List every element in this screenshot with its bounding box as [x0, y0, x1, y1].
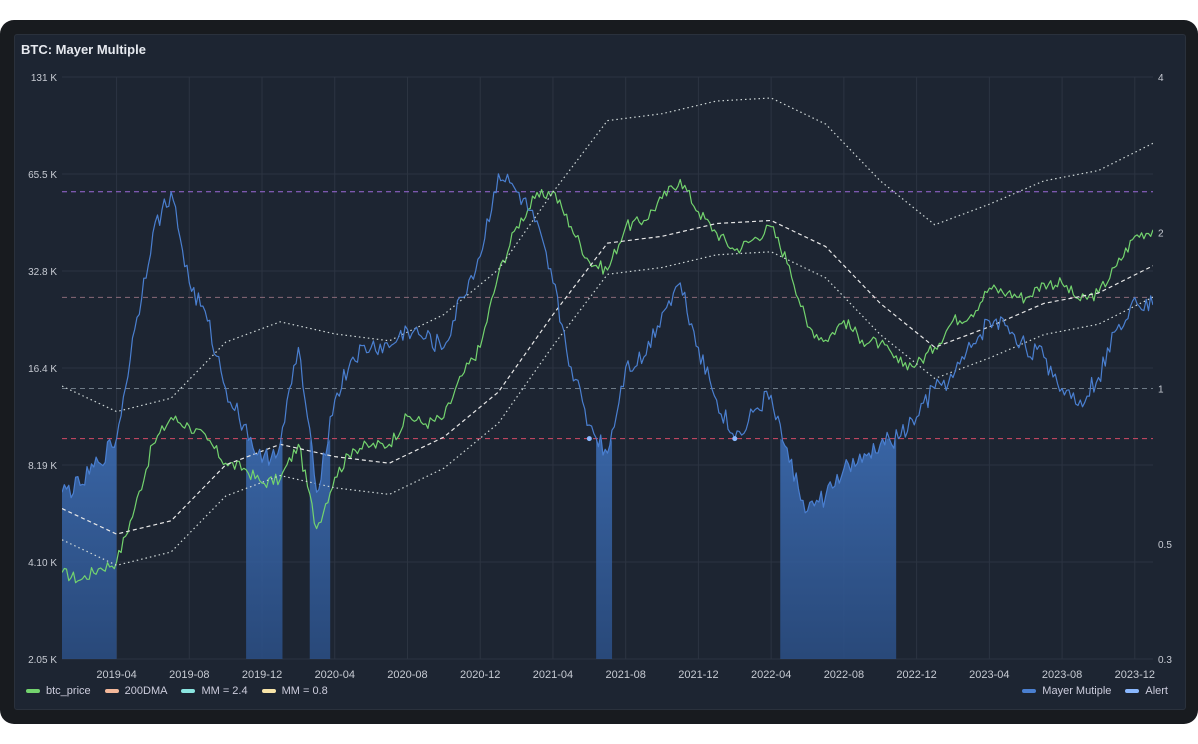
series-line-btc-price	[62, 178, 1153, 584]
legend-left: btc_price 200DMA MM = 2.4 MM = 0.8	[26, 683, 342, 699]
legend-item-btc-price[interactable]: btc_price	[26, 685, 91, 697]
panel-title: BTC: Mayer Multiple	[21, 42, 146, 57]
series-line-mayer-mutiple	[62, 173, 1153, 514]
x-tick-label: 2021-12	[678, 669, 718, 681]
x-axis-labels: 2019-04 2019-08 2019-12 2020-04 2020-08 2020-…	[96, 669, 1155, 681]
y-left-tick-label: 2.05 K	[28, 655, 57, 666]
x-tick-label: 2019-12	[242, 669, 282, 681]
y-right-tick-label: 2	[1158, 229, 1164, 240]
legend-label: MM = 2.4	[201, 685, 248, 697]
x-tick-label: 2020-04	[315, 669, 355, 681]
legend-label: Alert	[1145, 685, 1168, 697]
legend-item-mayer-multiple[interactable]: Mayer Mutiple	[1022, 685, 1111, 697]
alert-point	[586, 436, 592, 442]
x-tick-label: 2022-08	[824, 669, 864, 681]
legend-item-mm-0-8[interactable]: MM = 0.8	[261, 685, 328, 697]
series-group	[62, 97, 1153, 584]
legend-item-mm-2-4[interactable]: MM = 2.4	[181, 685, 248, 697]
y-left-tick-label: 32.8 K	[28, 267, 57, 278]
legend-swatch	[104, 689, 119, 693]
y-right-tick-label: 0.5	[1158, 540, 1172, 551]
mayer-multiple-alert-fill	[62, 438, 897, 659]
series-line-200dma	[62, 219, 1153, 535]
x-tick-label: 2023-12	[1115, 669, 1155, 681]
alert-fill-area	[62, 438, 897, 659]
legend-label: Mayer Mutiple	[1042, 685, 1112, 697]
legend-swatch	[1125, 689, 1140, 693]
x-tick-label: 2022-12	[896, 669, 936, 681]
y-left-tick-label: 65.5 K	[28, 170, 57, 181]
y-right-tick-label: 0.3	[1158, 655, 1172, 666]
grid-lines	[62, 76, 1153, 660]
x-tick-label: 2022-04	[751, 669, 791, 681]
threshold-lines	[62, 191, 1153, 440]
legend-label: btc_price	[46, 685, 91, 697]
y-right-tick-label: 4	[1158, 73, 1164, 84]
legend-label: MM = 0.8	[281, 685, 328, 697]
x-tick-label: 2023-04	[969, 669, 1009, 681]
legend-swatch	[26, 689, 40, 693]
legend-item-200dma[interactable]: 200DMA	[104, 685, 168, 697]
y-left-tick-label: 4.10 K	[28, 558, 57, 569]
y-left-tick-label: 131 K	[31, 73, 57, 84]
x-tick-label: 2021-04	[533, 669, 573, 681]
legend-swatch	[181, 689, 196, 693]
legend-swatch	[1022, 689, 1037, 693]
y-left-tick-label: 16.4 K	[28, 364, 57, 375]
x-tick-label: 2020-12	[460, 669, 500, 681]
y-left-tick-label: 8.19 K	[28, 461, 57, 472]
legend-right: Mayer Mutiple Alert	[1008, 683, 1168, 699]
x-tick-label: 2021-08	[605, 669, 645, 681]
legend-item-alert[interactable]: Alert	[1125, 685, 1168, 697]
x-tick-label: 2023-08	[1042, 669, 1082, 681]
legend-swatch	[261, 689, 276, 693]
legend-label: 200DMA	[124, 685, 168, 697]
x-tick-label: 2019-08	[169, 669, 209, 681]
x-tick-label: 2020-08	[387, 669, 427, 681]
alert-point	[732, 436, 738, 442]
y-axis-labels: 2.05 K 4.10 K 8.19 K 16.4 K 32.8 K 65.5 K 131 …	[28, 73, 1172, 666]
y-right-tick-label: 1	[1158, 384, 1164, 395]
x-tick-label: 2019-04	[96, 669, 136, 681]
series-line-mm-2-4	[62, 97, 1153, 413]
